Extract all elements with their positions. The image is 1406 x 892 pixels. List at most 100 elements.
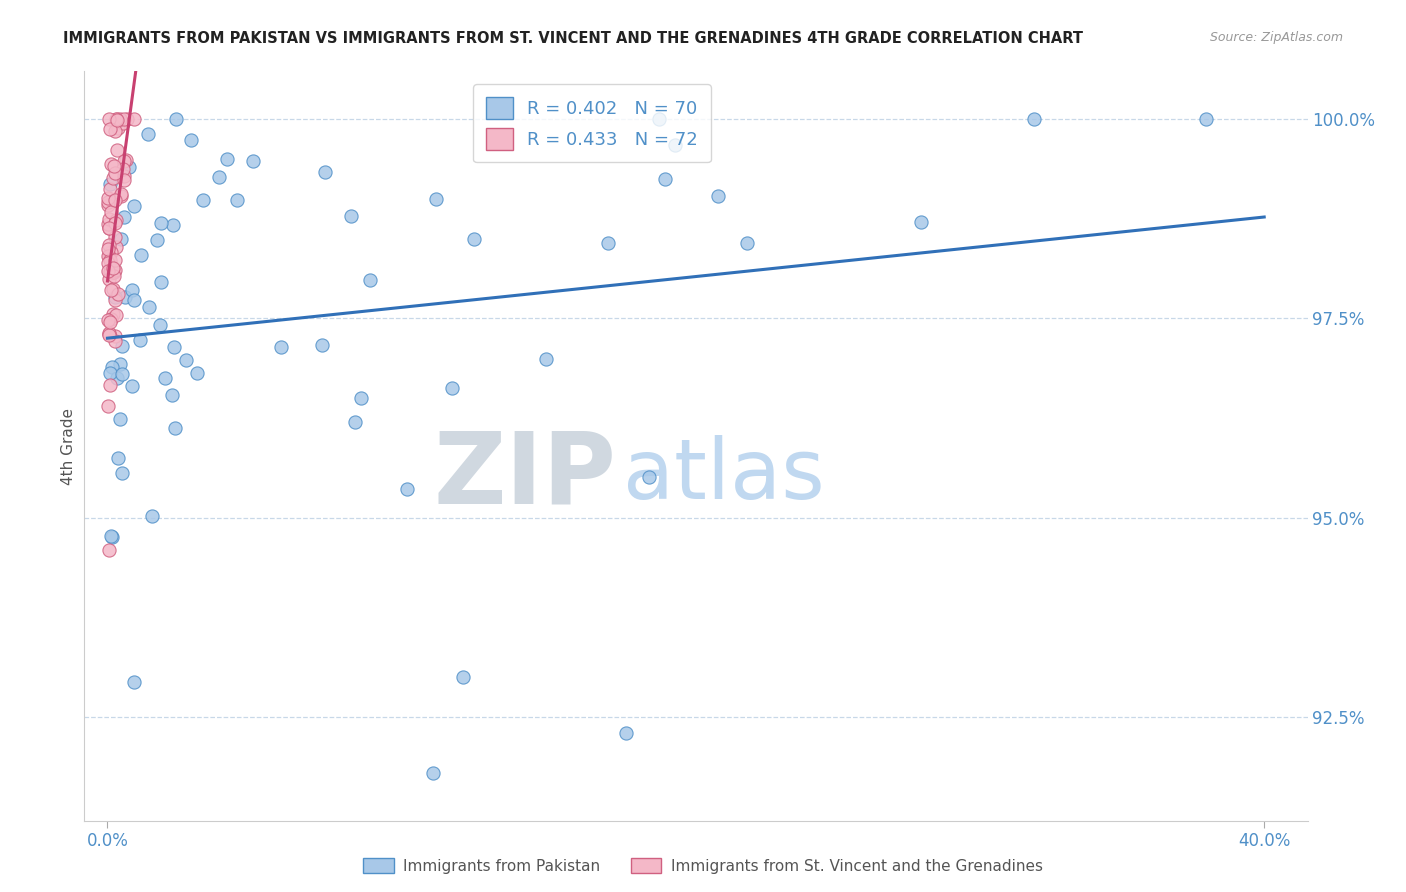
Point bbox=[103, 159, 125, 173]
Point bbox=[350, 391, 373, 405]
Point bbox=[149, 275, 172, 289]
Point bbox=[97, 328, 120, 343]
Point bbox=[104, 328, 127, 343]
Point bbox=[104, 293, 127, 307]
Point bbox=[735, 236, 758, 251]
Point bbox=[131, 248, 153, 262]
Point bbox=[124, 675, 146, 690]
Point bbox=[98, 326, 121, 341]
Point bbox=[149, 318, 172, 332]
Point bbox=[97, 264, 120, 278]
Point bbox=[311, 338, 333, 352]
Point bbox=[112, 173, 135, 187]
Point bbox=[162, 218, 184, 232]
Point bbox=[98, 271, 121, 285]
Point bbox=[359, 273, 381, 287]
Point bbox=[165, 420, 187, 434]
Point bbox=[122, 293, 145, 307]
Point bbox=[910, 215, 932, 229]
Point bbox=[98, 315, 121, 329]
Point bbox=[100, 205, 122, 219]
Point bbox=[340, 209, 363, 223]
Point bbox=[104, 193, 127, 207]
Point bbox=[98, 112, 121, 127]
Point bbox=[98, 182, 121, 196]
Point bbox=[112, 162, 135, 177]
Point bbox=[174, 352, 197, 367]
Point bbox=[115, 153, 138, 168]
Point bbox=[104, 124, 127, 138]
Point bbox=[208, 169, 231, 184]
Point bbox=[97, 242, 120, 256]
Point bbox=[111, 368, 134, 382]
Point bbox=[150, 216, 173, 230]
Point bbox=[98, 542, 121, 557]
Point bbox=[98, 221, 121, 235]
Point bbox=[162, 388, 184, 402]
Point bbox=[242, 153, 264, 168]
Point bbox=[536, 352, 558, 367]
Point bbox=[165, 112, 187, 127]
Point bbox=[314, 164, 336, 178]
Point bbox=[1022, 112, 1045, 127]
Point bbox=[270, 340, 292, 354]
Point bbox=[103, 170, 125, 185]
Point bbox=[97, 217, 120, 231]
Point bbox=[97, 312, 120, 326]
Point bbox=[104, 166, 127, 180]
Point bbox=[97, 212, 120, 227]
Point bbox=[98, 221, 121, 235]
Point bbox=[463, 232, 485, 246]
Point bbox=[97, 249, 120, 263]
Legend: Immigrants from Pakistan, Immigrants from St. Vincent and the Grenadines: Immigrants from Pakistan, Immigrants fro… bbox=[357, 852, 1049, 880]
Point bbox=[105, 371, 128, 385]
Point bbox=[100, 157, 122, 171]
Point bbox=[97, 326, 120, 340]
Point bbox=[451, 670, 474, 684]
Point bbox=[101, 359, 124, 374]
Point bbox=[146, 233, 169, 247]
Point bbox=[101, 264, 124, 278]
Point bbox=[105, 112, 128, 127]
Point bbox=[114, 290, 136, 304]
Point bbox=[111, 466, 134, 480]
Point bbox=[104, 216, 127, 230]
Text: ZIP: ZIP bbox=[433, 427, 616, 524]
Point bbox=[112, 211, 135, 225]
Point bbox=[103, 268, 125, 283]
Point bbox=[98, 237, 121, 252]
Point bbox=[112, 112, 135, 127]
Point bbox=[107, 451, 129, 466]
Point bbox=[110, 188, 132, 202]
Point bbox=[186, 366, 208, 380]
Point bbox=[138, 127, 160, 141]
Text: Source: ZipAtlas.com: Source: ZipAtlas.com bbox=[1209, 31, 1343, 45]
Point bbox=[122, 112, 145, 127]
Y-axis label: 4th Grade: 4th Grade bbox=[60, 408, 76, 484]
Point bbox=[97, 249, 120, 263]
Point bbox=[112, 154, 135, 169]
Point bbox=[422, 765, 444, 780]
Point bbox=[153, 371, 176, 385]
Point bbox=[97, 194, 120, 209]
Point bbox=[425, 192, 447, 206]
Point bbox=[107, 112, 129, 127]
Point bbox=[105, 144, 128, 158]
Point bbox=[129, 333, 152, 347]
Point bbox=[121, 283, 143, 297]
Point bbox=[104, 262, 127, 277]
Point bbox=[108, 112, 131, 127]
Point bbox=[100, 366, 122, 380]
Point bbox=[104, 253, 127, 268]
Point bbox=[108, 412, 131, 426]
Point bbox=[97, 256, 120, 270]
Point bbox=[104, 166, 127, 180]
Point bbox=[105, 112, 128, 127]
Point bbox=[117, 112, 139, 127]
Point bbox=[343, 415, 366, 429]
Point bbox=[98, 378, 121, 392]
Point bbox=[98, 264, 121, 278]
Point bbox=[97, 399, 120, 413]
Point bbox=[215, 153, 238, 167]
Point bbox=[110, 232, 132, 246]
